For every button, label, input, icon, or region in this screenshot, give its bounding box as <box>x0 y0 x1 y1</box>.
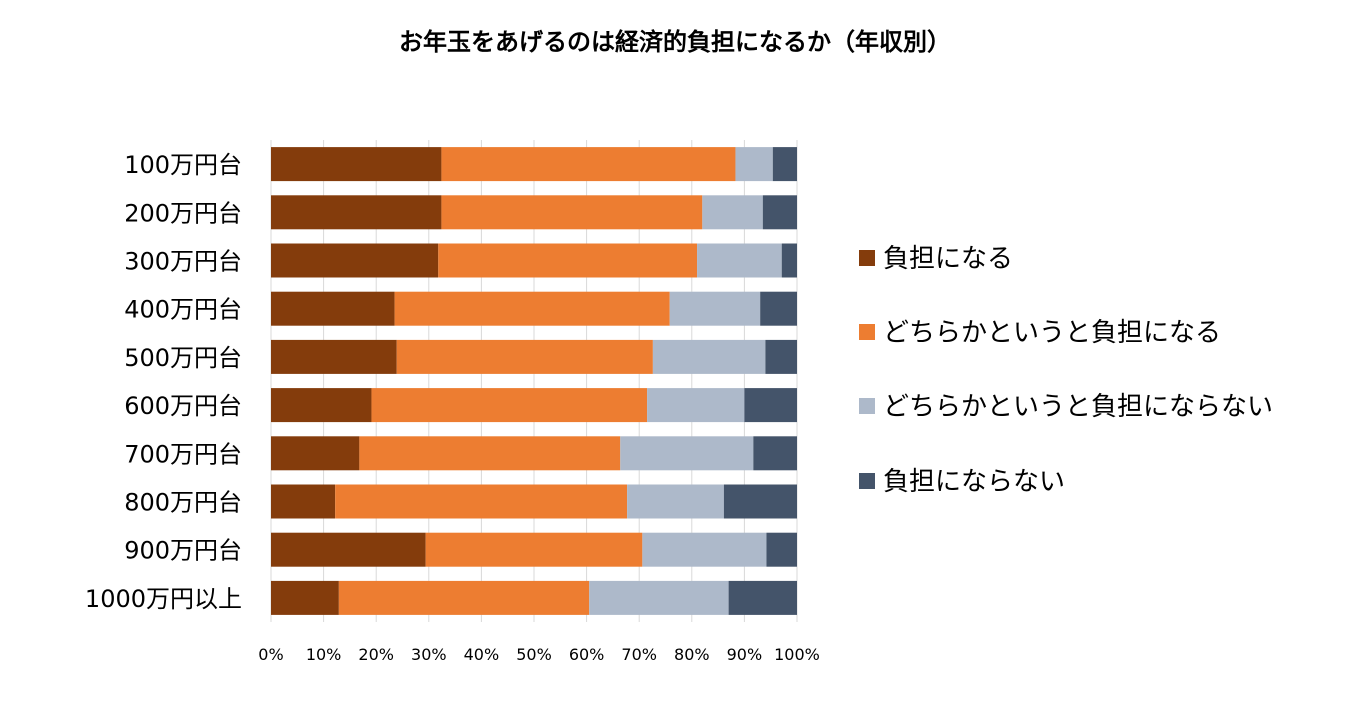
category-label: 500万円台 <box>124 344 242 372</box>
category-labels: 100万円台 200万円台 300万円台 400万円台 500万円台 600万円台 700万… <box>85 151 242 613</box>
bar-segment <box>772 147 797 182</box>
bar-segment <box>702 195 763 230</box>
bar-segment <box>271 147 442 182</box>
category-label: 1000万円以上 <box>85 585 242 613</box>
bar-segment <box>766 532 797 567</box>
bars <box>271 147 797 615</box>
x-tick-labels: 0% 10% 20% 30% 40% 50% 60% 70% 80% 90% 100% <box>258 645 820 664</box>
x-tick-label: 60% <box>569 645 605 664</box>
x-tick-label: 30% <box>411 645 447 664</box>
legend-label: どちらかというと負担になる <box>883 318 1221 348</box>
bar-segment <box>271 291 395 326</box>
bar-segment <box>371 388 648 423</box>
bar-segment <box>394 291 670 326</box>
bar-segment <box>441 195 703 230</box>
category-label: 300万円台 <box>124 248 242 276</box>
bar-segment <box>627 484 724 519</box>
bar-segment <box>620 436 754 471</box>
chart-title: お年玉をあげるのは経済的負担になるか（年収別） <box>399 28 951 56</box>
bar-segment <box>781 243 797 278</box>
bar-segment <box>760 291 797 326</box>
bar-segment <box>728 580 797 615</box>
x-tick-label: 100% <box>774 645 820 664</box>
bar-segment <box>271 243 439 278</box>
bar-segment <box>271 532 426 567</box>
x-tick-label: 70% <box>621 645 657 664</box>
bar-segment <box>744 388 797 423</box>
legend-swatch <box>859 324 875 340</box>
legend-swatch <box>859 473 875 489</box>
bar-segment <box>669 291 761 326</box>
x-tick-label: 50% <box>516 645 552 664</box>
bar-segment <box>589 580 729 615</box>
bar-segment <box>271 388 372 423</box>
legend-label: 負担になる <box>883 244 1013 274</box>
bar-segment <box>735 147 773 182</box>
bar-segment <box>425 532 643 567</box>
bar-segment <box>271 195 442 230</box>
bar-segment <box>753 436 797 471</box>
bar-segment <box>642 532 767 567</box>
bar-segment <box>396 339 653 374</box>
bar-segment <box>762 195 797 230</box>
bar-segment <box>652 339 766 374</box>
bar-segment <box>271 339 397 374</box>
x-tick-label: 40% <box>464 645 500 664</box>
x-tick-label: 0% <box>258 645 283 664</box>
legend-swatch <box>859 250 875 266</box>
bar-segment <box>723 484 797 519</box>
bar-segment <box>441 147 736 182</box>
x-tick-label: 90% <box>727 645 763 664</box>
category-label: 700万円台 <box>124 440 242 468</box>
bar-segment <box>765 339 797 374</box>
bar-segment <box>359 436 621 471</box>
category-label: 200万円台 <box>124 199 242 227</box>
category-label: 900万円台 <box>124 537 242 565</box>
legend-label: 負担にならない <box>883 467 1065 497</box>
legend-label: どちらかというと負担にならない <box>883 392 1273 422</box>
x-tick-label: 80% <box>674 645 710 664</box>
x-tick-label: 10% <box>306 645 342 664</box>
legend-swatch <box>859 398 875 414</box>
bar-segment <box>335 484 628 519</box>
bar-segment <box>271 580 339 615</box>
x-tick-label: 20% <box>358 645 394 664</box>
category-label: 100万円台 <box>124 151 242 179</box>
bar-segment <box>647 388 745 423</box>
bar-segment <box>271 436 360 471</box>
bar-segment <box>338 580 590 615</box>
category-label: 400万円台 <box>124 296 242 324</box>
bar-segment <box>438 243 698 278</box>
category-label: 600万円台 <box>124 392 242 420</box>
bar-segment <box>271 484 336 519</box>
bar-segment <box>697 243 782 278</box>
category-label: 800万円台 <box>124 489 242 517</box>
